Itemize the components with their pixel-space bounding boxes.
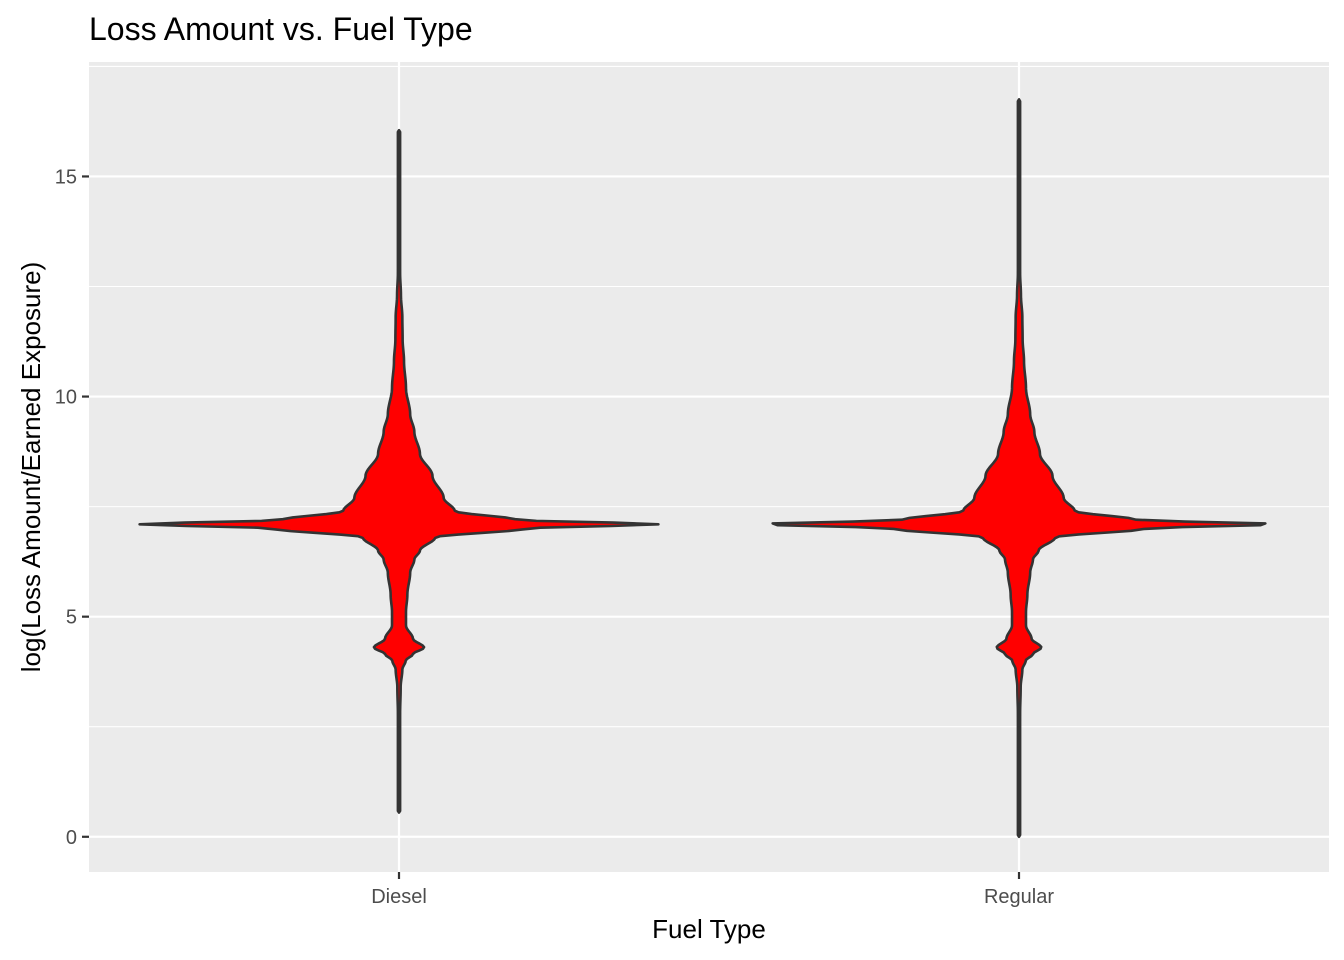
y-tick-label: 15: [55, 166, 77, 188]
y-axis-title: log(Loss Amount/Earned Exposure): [16, 262, 46, 672]
y-tick-label: 5: [66, 607, 77, 629]
minor-gridlines: [89, 65, 1329, 728]
x-tick-label: Regular: [984, 886, 1054, 908]
y-tick-label: 0: [66, 827, 77, 849]
x-axis: Diesel Regular: [371, 872, 1054, 908]
plot-panel: [89, 62, 1329, 872]
violin-regular: [771, 98, 1267, 839]
y-tick-label: 10: [55, 387, 77, 409]
violin-layer: [138, 98, 1267, 839]
x-axis-title: Fuel Type: [652, 914, 766, 944]
chart-title: Loss Amount vs. Fuel Type: [89, 11, 473, 47]
violin-diesel: [138, 128, 660, 814]
x-tick-label: Diesel: [371, 886, 427, 908]
y-axis: 0 5 10 15: [55, 166, 89, 849]
